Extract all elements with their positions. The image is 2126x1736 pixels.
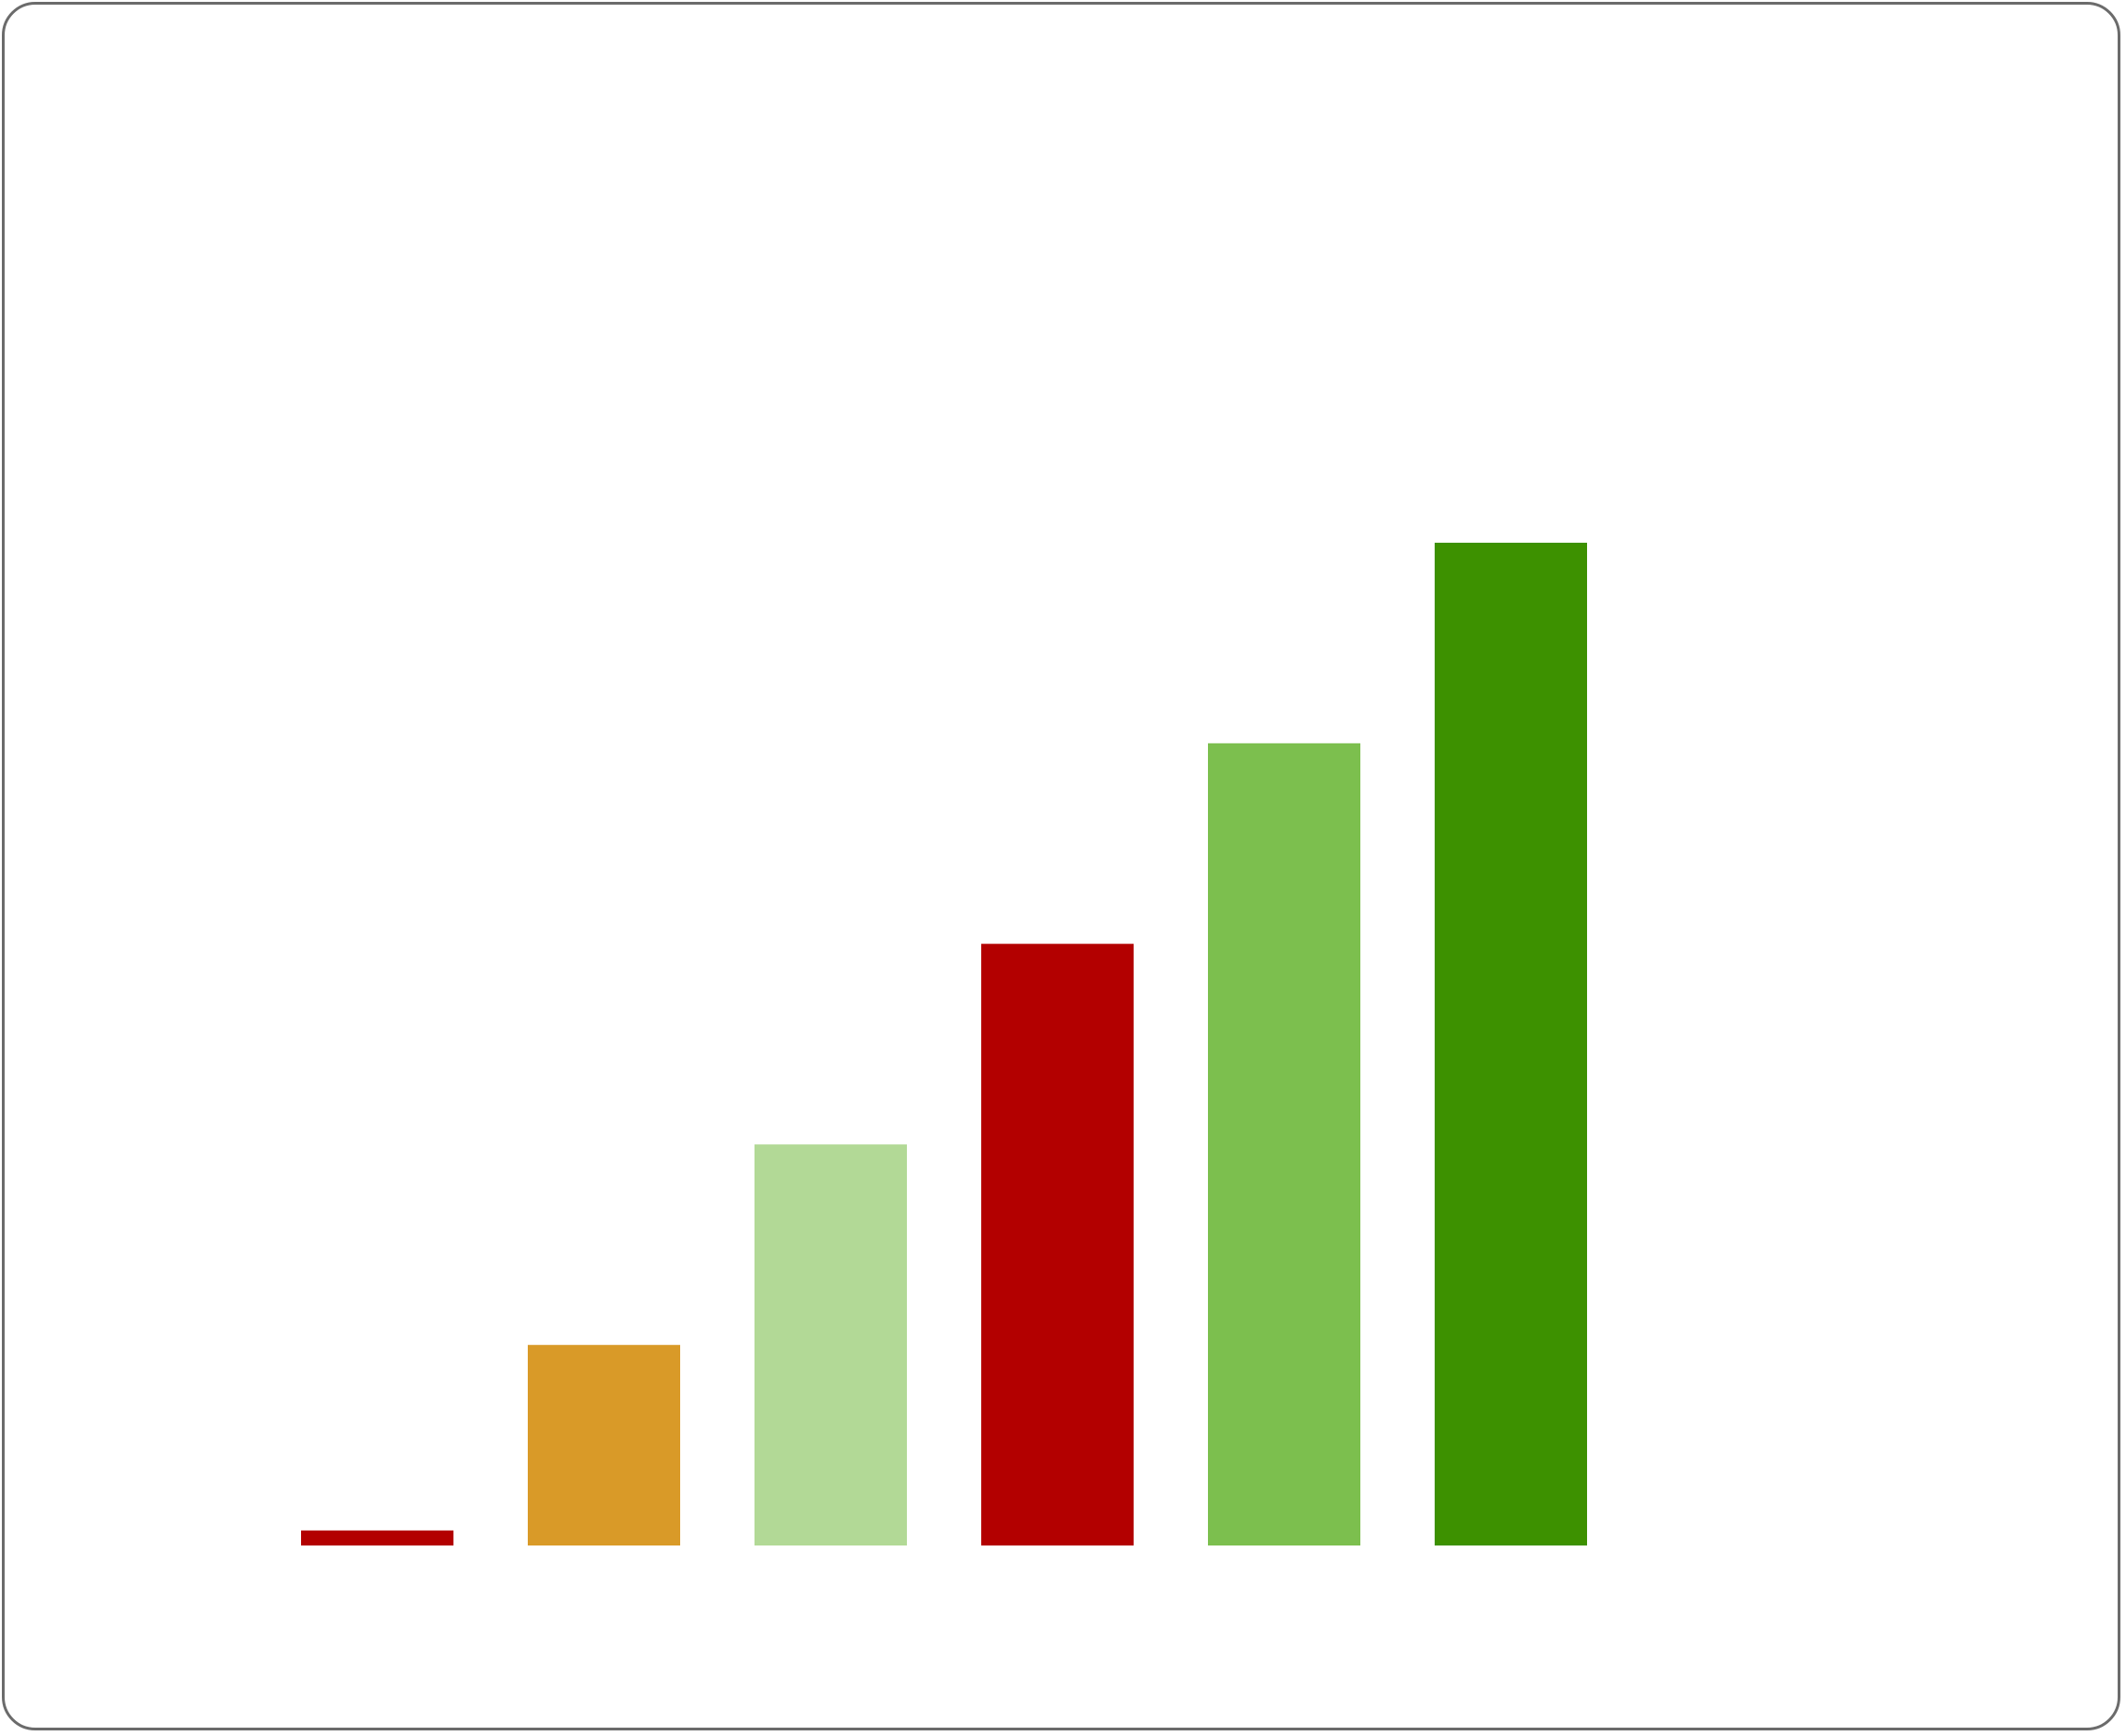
bar-5 bbox=[1208, 743, 1360, 1545]
bar-6 bbox=[1435, 543, 1587, 1545]
bar-4 bbox=[981, 943, 1134, 1545]
bar-1 bbox=[301, 1530, 453, 1545]
bar-2 bbox=[528, 1345, 680, 1545]
bar-3 bbox=[755, 1144, 907, 1545]
bars-group bbox=[301, 543, 1587, 1545]
